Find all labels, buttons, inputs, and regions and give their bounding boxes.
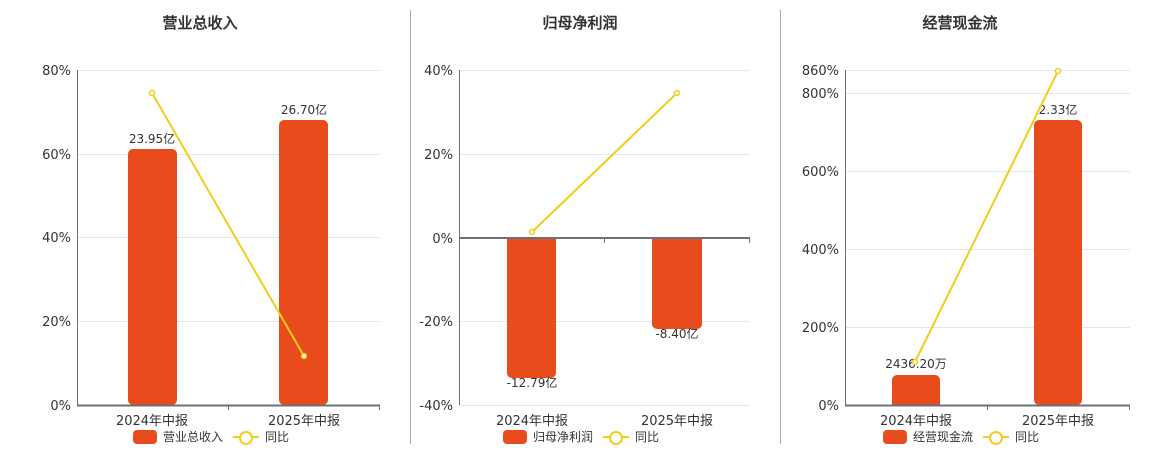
y-axis-labels: 80% 60% 40% 20% 0% <box>42 64 71 414</box>
legend-bar-swatch[interactable] <box>133 429 157 444</box>
legend-line-label[interactable]: 同比 <box>265 430 290 444</box>
svg-text:860%: 860% <box>802 64 839 79</box>
svg-text:0%: 0% <box>818 399 839 414</box>
grid-lines <box>77 70 380 322</box>
bar-2025[interactable] <box>1034 120 1082 405</box>
chart-plot: 80% 60% 40% 20% 0% 23.95亿 26.70亿 2024年中报… <box>42 64 380 429</box>
svg-text:-40%: -40% <box>419 399 453 414</box>
x-axis-labels: 2024年中报 2025年中报 <box>880 414 1094 429</box>
svg-text:20%: 20% <box>42 315 71 330</box>
legend-line-icon[interactable] <box>603 430 630 445</box>
legend-line-label[interactable]: 同比 <box>635 430 660 444</box>
legend-line-icon[interactable] <box>233 430 260 445</box>
yoy-line[interactable] <box>148 89 308 360</box>
svg-text:800%: 800% <box>802 87 839 102</box>
legend-bar-label[interactable]: 营业总收入 <box>163 430 224 444</box>
svg-text:80%: 80% <box>42 64 71 79</box>
chart-legend: 经营现金流 同比 <box>883 428 1039 445</box>
legend-bar-label[interactable]: 经营现金流 <box>913 430 974 444</box>
svg-text:60%: 60% <box>42 148 71 163</box>
svg-text:40%: 40% <box>424 64 453 79</box>
bar-2024[interactable] <box>128 149 177 405</box>
svg-text:2025年中报: 2025年中报 <box>1022 414 1094 429</box>
chart-title: 归母净利润 <box>542 14 618 32</box>
svg-text:2025年中报: 2025年中报 <box>268 414 340 429</box>
legend-line-icon[interactable] <box>983 430 1010 445</box>
grid-lines <box>845 70 1130 328</box>
svg-text:40%: 40% <box>42 231 71 246</box>
x-axis-labels: 2024年中报 2025年中报 <box>116 414 340 429</box>
svg-text:-8.40亿: -8.40亿 <box>655 326 698 341</box>
svg-text:2024年中报: 2024年中报 <box>116 414 188 429</box>
panel-divider <box>410 10 411 444</box>
svg-text:2024年中报: 2024年中报 <box>880 414 952 429</box>
svg-text:-20%: -20% <box>419 315 453 330</box>
legend-bar-label[interactable]: 归母净利润 <box>533 430 594 444</box>
svg-text:-12.79亿: -12.79亿 <box>507 375 558 390</box>
chart-legend: 归母净利润 同比 <box>503 428 659 445</box>
legend-line-label[interactable]: 同比 <box>1015 430 1040 444</box>
bar-value-labels: 23.95亿 26.70亿 <box>129 102 327 146</box>
chart-title: 经营现金流 <box>922 14 998 32</box>
panel-divider <box>780 10 781 444</box>
yoy-line[interactable] <box>911 67 1062 366</box>
svg-text:600%: 600% <box>802 165 839 180</box>
bar-2025[interactable] <box>652 238 702 329</box>
chart-title: 营业总收入 <box>162 14 238 32</box>
chart-legend: 营业总收入 同比 <box>133 428 289 445</box>
svg-text:0%: 0% <box>50 399 71 414</box>
yoy-line[interactable] <box>528 89 681 236</box>
svg-text:23.95亿: 23.95亿 <box>129 131 175 146</box>
svg-text:2025年中报: 2025年中报 <box>641 414 713 429</box>
x-axis-labels: 2024年中报 2025年中报 <box>496 414 713 429</box>
svg-text:2024年中报: 2024年中报 <box>496 414 568 429</box>
y-axis-labels: 40% 20% 0% -20% -40% <box>419 64 453 414</box>
bar-value-labels: -12.79亿 -8.40亿 <box>507 326 699 390</box>
bar-2024[interactable] <box>507 238 556 378</box>
svg-text:200%: 200% <box>802 321 839 336</box>
svg-text:400%: 400% <box>802 243 839 258</box>
svg-text:0%: 0% <box>432 232 453 247</box>
y-axis-labels: 860% 800% 600% 400% 200% 0% <box>802 64 839 414</box>
chart-panel-revenue: 营业总收入 80% 60% 40% 20% 0% 23.95亿 26.70亿 <box>0 0 400 450</box>
svg-text:26.70亿: 26.70亿 <box>281 102 327 117</box>
svg-text:2.33亿: 2.33亿 <box>1039 102 1078 117</box>
legend-bar-swatch[interactable] <box>503 429 527 444</box>
legend-bar-swatch[interactable] <box>883 429 907 444</box>
svg-text:20%: 20% <box>424 148 453 163</box>
